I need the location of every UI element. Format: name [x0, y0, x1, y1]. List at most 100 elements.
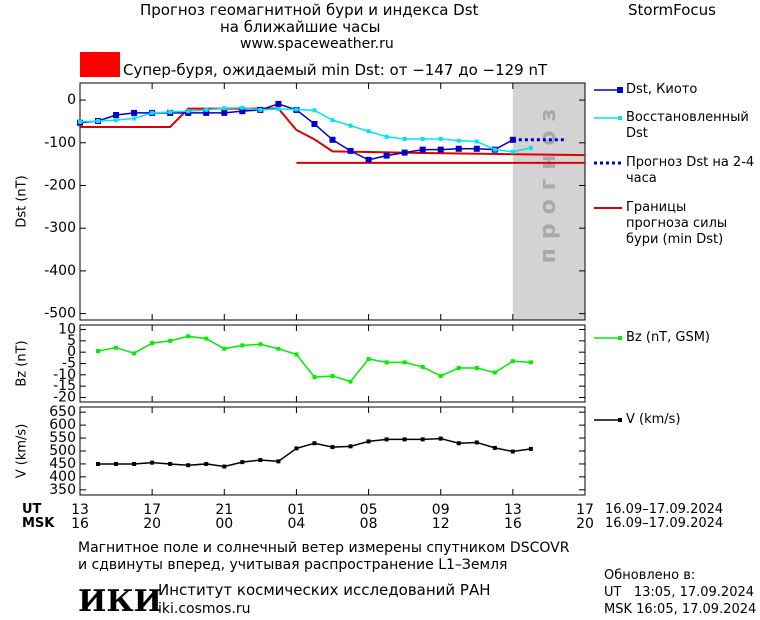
- point: [365, 156, 372, 163]
- x-tick-label: 04: [288, 516, 306, 532]
- note: Магнитное поле и солнечный ветер измерен…: [78, 540, 570, 556]
- legend-label: V (km/s): [626, 412, 681, 427]
- y-tick-label: 450: [49, 456, 76, 472]
- updated: Обновлено в:: [604, 568, 696, 583]
- ut-label: UT: [22, 502, 42, 517]
- legend-marker: [618, 116, 622, 120]
- brand: StormFocus: [628, 1, 716, 19]
- point: [402, 360, 407, 365]
- y-tick-label: -100: [44, 135, 76, 151]
- y-axis-label: Dst (nT): [15, 175, 30, 227]
- point: [168, 338, 173, 343]
- point: [294, 446, 299, 451]
- x-tick-label: 21: [215, 502, 233, 518]
- point: [275, 100, 282, 107]
- legend-label: Восстановленный Dst: [626, 110, 749, 141]
- point: [96, 119, 101, 124]
- x-tick-label: 00: [215, 516, 233, 532]
- point: [258, 458, 263, 463]
- y-tick-label: 500: [49, 443, 76, 459]
- updated-msk: MSK 16:05, 17.09.2024: [604, 602, 757, 617]
- point: [312, 375, 317, 380]
- legend-label: Границы прогноза силы бури (min Dst): [626, 200, 728, 247]
- y-tick-label: 10: [58, 322, 76, 338]
- point: [96, 349, 101, 354]
- point: [420, 364, 425, 369]
- site: www.spaceweather.ru: [240, 36, 394, 52]
- point: [474, 139, 479, 144]
- point: [114, 461, 119, 466]
- point: [492, 147, 497, 152]
- point: [312, 108, 317, 113]
- point: [186, 463, 191, 468]
- point: [528, 446, 533, 451]
- y-tick-label: -400: [44, 263, 76, 279]
- point: [438, 373, 443, 378]
- point: [150, 110, 155, 115]
- x-tick-label: 13: [71, 502, 89, 518]
- x-tick-label: 17: [576, 502, 594, 518]
- point: [383, 152, 390, 159]
- point: [510, 449, 515, 454]
- point: [204, 107, 209, 112]
- forecast-label: прогноз: [536, 100, 561, 264]
- point: [312, 441, 317, 446]
- x-tick-label: 20: [576, 516, 594, 532]
- point: [329, 136, 336, 143]
- series-line: [79, 107, 532, 153]
- point: [276, 459, 281, 464]
- point: [492, 445, 497, 450]
- point: [402, 437, 407, 442]
- point: [221, 109, 228, 116]
- point: [239, 108, 246, 115]
- point: [114, 118, 119, 123]
- point: [204, 336, 209, 341]
- x-tick-label: 13: [504, 502, 522, 518]
- plot-frame: [79, 82, 586, 321]
- point: [168, 461, 173, 466]
- y-tick-label: 0: [67, 92, 76, 108]
- point: [455, 145, 462, 152]
- y-tick-label: -15: [53, 378, 76, 394]
- y-axis-label: V (km/s): [15, 424, 30, 479]
- point: [276, 346, 281, 351]
- title: Прогноз геомагнитной бури и индекса Dst: [140, 1, 479, 19]
- point: [186, 334, 191, 339]
- point: [366, 129, 371, 134]
- point: [366, 439, 371, 444]
- point: [132, 116, 137, 121]
- legend-marker: [618, 336, 622, 340]
- point: [384, 360, 389, 365]
- bound-line: [80, 107, 586, 157]
- point: [348, 123, 353, 128]
- y-tick-label: 650: [49, 404, 76, 420]
- y-tick-label: 350: [49, 482, 76, 498]
- y-tick-label: -500: [44, 306, 76, 322]
- y-tick-label: 400: [49, 469, 76, 485]
- point: [492, 370, 497, 375]
- point: [240, 460, 245, 465]
- x-tick-label: 09: [432, 502, 450, 518]
- point: [438, 436, 443, 441]
- point: [150, 460, 155, 465]
- point: [240, 343, 245, 348]
- point: [510, 359, 515, 364]
- point: [222, 106, 227, 111]
- point: [168, 110, 173, 115]
- legend-marker: [617, 87, 623, 93]
- x-tick-label: 01: [288, 502, 306, 518]
- point: [330, 118, 335, 123]
- point: [384, 134, 389, 139]
- point: [456, 441, 461, 446]
- point: [437, 146, 444, 153]
- legend-label: Прогноз Dst на 2-4 часа: [626, 155, 755, 186]
- point: [186, 109, 191, 114]
- y-tick-label: -5: [62, 356, 76, 372]
- point: [420, 136, 425, 141]
- alert-swatch: [80, 52, 120, 77]
- point: [366, 356, 371, 361]
- point: [258, 342, 263, 347]
- point: [456, 138, 461, 143]
- y-axis-label: Bz (nT): [15, 340, 30, 386]
